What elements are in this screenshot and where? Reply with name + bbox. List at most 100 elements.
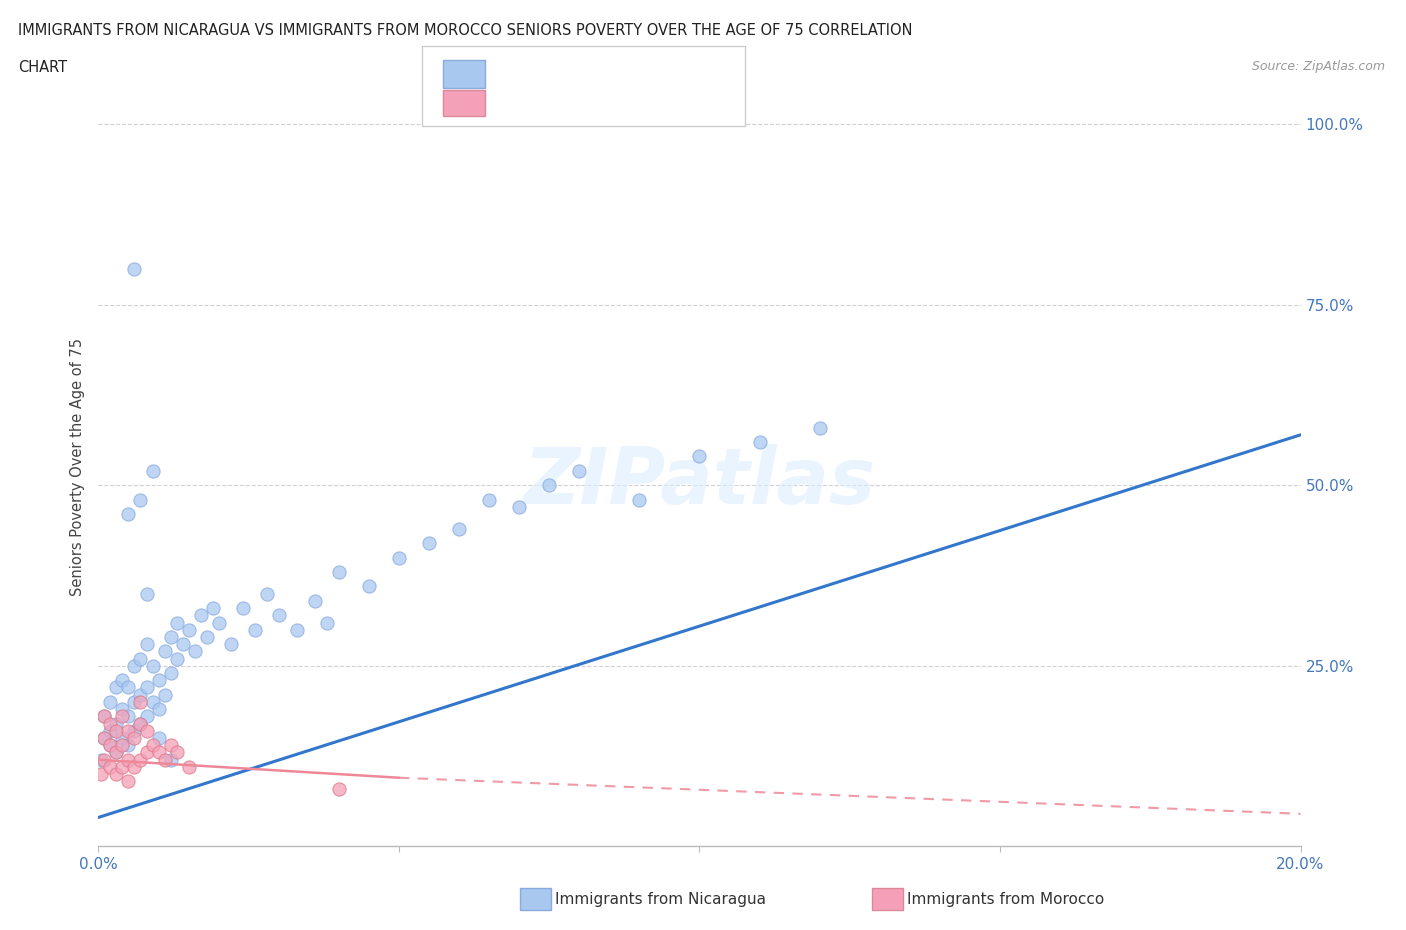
- Point: [117, 724, 139, 738]
- Point: [129, 492, 152, 507]
- Point: [177, 622, 200, 637]
- Point: [190, 608, 212, 623]
- Point: [748, 434, 770, 449]
- Point: [166, 651, 188, 666]
- Point: [129, 716, 152, 731]
- Point: [328, 781, 350, 796]
- Point: [201, 601, 224, 616]
- Point: [159, 666, 181, 681]
- Point: [90, 752, 112, 767]
- Text: Source: ZipAtlas.com: Source: ZipAtlas.com: [1251, 60, 1385, 73]
- Point: [135, 709, 157, 724]
- Point: [219, 637, 242, 652]
- Point: [93, 752, 115, 767]
- Point: [111, 731, 134, 746]
- Point: [141, 695, 163, 710]
- Point: [808, 420, 831, 435]
- Point: [447, 521, 470, 536]
- Point: [124, 731, 146, 746]
- Point: [357, 579, 380, 594]
- Point: [93, 731, 115, 746]
- Point: [195, 630, 218, 644]
- Point: [117, 737, 139, 752]
- Point: [304, 593, 326, 608]
- Text: IMMIGRANTS FROM NICARAGUA VS IMMIGRANTS FROM MOROCCO SENIORS POVERTY OVER THE AG: IMMIGRANTS FROM NICARAGUA VS IMMIGRANTS …: [18, 23, 912, 38]
- Text: Immigrants from Morocco: Immigrants from Morocco: [907, 892, 1104, 907]
- Text: CHART: CHART: [18, 60, 67, 75]
- Text: ZIPatlas: ZIPatlas: [523, 445, 876, 521]
- Point: [538, 478, 561, 493]
- Y-axis label: Seniors Poverty Over the Age of 75: Seniors Poverty Over the Age of 75: [70, 339, 86, 596]
- Point: [105, 745, 128, 760]
- Point: [100, 695, 122, 710]
- Point: [478, 492, 501, 507]
- Point: [124, 695, 146, 710]
- Point: [117, 507, 139, 522]
- Point: [159, 630, 181, 644]
- Point: [315, 615, 337, 630]
- Point: [93, 709, 115, 724]
- Point: [124, 261, 146, 276]
- Point: [153, 752, 176, 767]
- Point: [418, 536, 440, 551]
- Point: [100, 760, 122, 775]
- Point: [129, 687, 152, 702]
- Point: [129, 695, 152, 710]
- Point: [166, 745, 188, 760]
- Point: [153, 644, 176, 658]
- Point: [388, 551, 411, 565]
- Point: [111, 760, 134, 775]
- Point: [129, 716, 152, 731]
- Point: [135, 745, 157, 760]
- Point: [124, 724, 146, 738]
- Point: [148, 672, 170, 687]
- Point: [153, 687, 176, 702]
- Point: [111, 672, 134, 687]
- Point: [111, 702, 134, 717]
- Point: [90, 766, 112, 781]
- Point: [105, 716, 128, 731]
- Point: [105, 745, 128, 760]
- Point: [93, 731, 115, 746]
- Point: [148, 731, 170, 746]
- Text: R =  0.599   N = 69: R = 0.599 N = 69: [498, 65, 682, 84]
- Point: [267, 608, 290, 623]
- Point: [129, 752, 152, 767]
- Point: [135, 637, 157, 652]
- Point: [111, 709, 134, 724]
- Text: Immigrants from Nicaragua: Immigrants from Nicaragua: [555, 892, 766, 907]
- Point: [508, 499, 530, 514]
- Point: [166, 615, 188, 630]
- Point: [100, 737, 122, 752]
- Point: [568, 463, 591, 478]
- Point: [105, 724, 128, 738]
- Point: [148, 745, 170, 760]
- Point: [93, 709, 115, 724]
- Point: [111, 737, 134, 752]
- Text: R = -0.182   N = 30: R = -0.182 N = 30: [498, 95, 683, 113]
- Point: [141, 737, 163, 752]
- Point: [117, 752, 139, 767]
- Point: [689, 449, 711, 464]
- Point: [129, 651, 152, 666]
- Point: [124, 658, 146, 673]
- Point: [100, 737, 122, 752]
- Point: [100, 716, 122, 731]
- Point: [124, 760, 146, 775]
- Point: [117, 680, 139, 695]
- Point: [285, 622, 308, 637]
- Point: [148, 702, 170, 717]
- Point: [172, 637, 194, 652]
- Point: [135, 724, 157, 738]
- Point: [100, 724, 122, 738]
- Point: [135, 680, 157, 695]
- Point: [117, 709, 139, 724]
- Point: [105, 766, 128, 781]
- Point: [232, 601, 254, 616]
- Point: [141, 463, 163, 478]
- Point: [208, 615, 231, 630]
- Point: [328, 565, 350, 579]
- Point: [177, 760, 200, 775]
- Point: [256, 586, 278, 601]
- Point: [135, 586, 157, 601]
